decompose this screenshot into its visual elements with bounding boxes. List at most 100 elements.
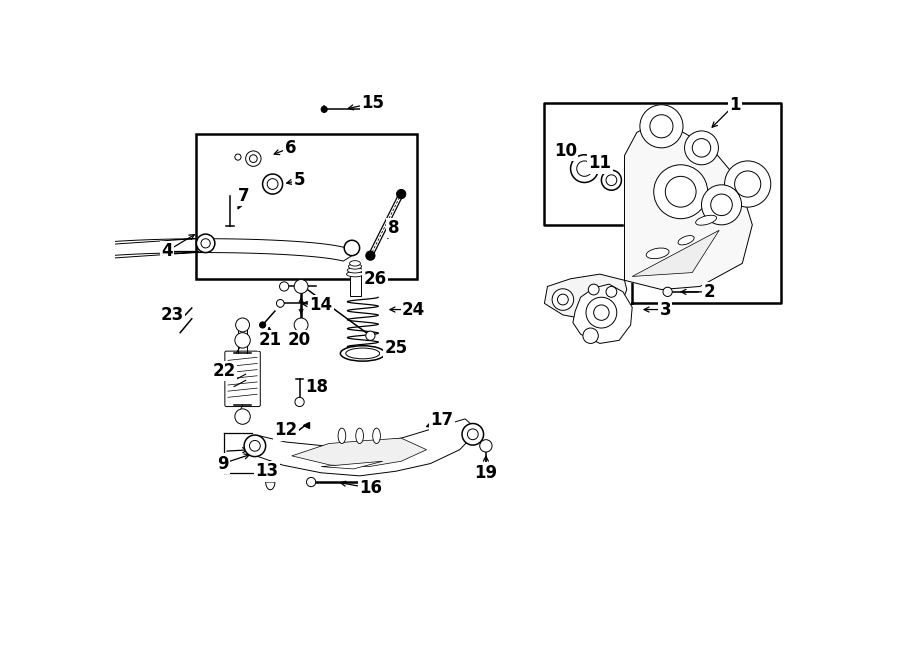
Circle shape (235, 154, 241, 160)
Polygon shape (573, 284, 632, 344)
Text: 14: 14 (310, 296, 333, 314)
Circle shape (606, 286, 616, 297)
Circle shape (196, 234, 215, 253)
Ellipse shape (678, 235, 694, 245)
Circle shape (249, 155, 257, 163)
Text: 2: 2 (704, 283, 715, 301)
Text: 23: 23 (161, 306, 184, 324)
Text: 1: 1 (729, 96, 741, 114)
Ellipse shape (356, 428, 364, 444)
Circle shape (365, 251, 375, 260)
Text: 5: 5 (293, 171, 305, 189)
Circle shape (640, 104, 683, 148)
Circle shape (249, 440, 260, 451)
Polygon shape (68, 238, 352, 261)
Circle shape (606, 175, 616, 186)
Ellipse shape (346, 272, 364, 277)
Text: 4: 4 (161, 242, 173, 260)
Circle shape (583, 328, 599, 344)
Polygon shape (349, 274, 361, 295)
Circle shape (294, 280, 308, 293)
Text: 7: 7 (238, 186, 250, 205)
Ellipse shape (373, 428, 381, 444)
Circle shape (235, 332, 250, 348)
Circle shape (344, 240, 360, 256)
Circle shape (577, 161, 592, 176)
Text: 12: 12 (274, 422, 297, 440)
Circle shape (665, 176, 696, 207)
Text: 13: 13 (256, 462, 279, 481)
Circle shape (295, 397, 304, 407)
Text: 25: 25 (384, 339, 408, 357)
Ellipse shape (349, 260, 360, 266)
Polygon shape (544, 103, 781, 303)
Circle shape (724, 161, 770, 207)
Circle shape (236, 318, 249, 332)
Polygon shape (625, 120, 752, 290)
Text: 18: 18 (305, 377, 328, 395)
Polygon shape (632, 230, 719, 276)
Text: 24: 24 (402, 301, 425, 319)
Text: 22: 22 (212, 362, 236, 380)
Circle shape (294, 318, 308, 332)
Text: 15: 15 (361, 94, 384, 112)
Text: 20: 20 (288, 331, 311, 350)
Text: 19: 19 (474, 464, 498, 482)
Circle shape (280, 282, 289, 291)
Circle shape (594, 305, 609, 321)
Circle shape (663, 288, 672, 297)
Text: 26: 26 (364, 270, 387, 288)
FancyBboxPatch shape (225, 351, 260, 407)
Circle shape (462, 424, 483, 445)
Circle shape (259, 322, 266, 328)
Circle shape (601, 170, 621, 190)
Bar (195, 134, 418, 279)
Text: 9: 9 (217, 455, 229, 473)
Circle shape (201, 239, 211, 248)
Text: 8: 8 (388, 219, 400, 237)
Circle shape (571, 155, 598, 182)
Ellipse shape (347, 268, 363, 273)
Text: 16: 16 (359, 479, 382, 497)
Polygon shape (544, 274, 626, 321)
Polygon shape (266, 482, 274, 490)
Circle shape (711, 194, 733, 215)
Ellipse shape (340, 346, 385, 361)
Circle shape (653, 165, 707, 219)
Text: 21: 21 (258, 331, 282, 350)
Circle shape (685, 131, 718, 165)
Circle shape (650, 115, 673, 138)
Polygon shape (321, 461, 382, 469)
Ellipse shape (696, 215, 716, 225)
Circle shape (734, 171, 760, 197)
Circle shape (701, 185, 742, 225)
Circle shape (307, 477, 316, 486)
Circle shape (276, 299, 284, 307)
Circle shape (365, 331, 375, 340)
Circle shape (467, 429, 478, 440)
Text: 10: 10 (554, 142, 577, 160)
Circle shape (244, 435, 266, 457)
Circle shape (321, 106, 328, 112)
Ellipse shape (646, 248, 669, 258)
Circle shape (267, 178, 278, 190)
Circle shape (589, 284, 599, 295)
Text: 17: 17 (430, 411, 454, 430)
Polygon shape (292, 438, 427, 467)
Ellipse shape (338, 428, 346, 444)
Circle shape (552, 289, 573, 310)
Ellipse shape (346, 348, 380, 359)
Circle shape (263, 174, 283, 194)
Text: 11: 11 (589, 154, 611, 173)
Circle shape (246, 151, 261, 167)
Text: 6: 6 (284, 139, 296, 157)
Circle shape (557, 294, 568, 305)
Polygon shape (249, 419, 478, 476)
Circle shape (586, 297, 616, 328)
Circle shape (235, 409, 250, 424)
Ellipse shape (348, 264, 362, 269)
Circle shape (397, 190, 406, 199)
Text: 3: 3 (660, 301, 671, 319)
Circle shape (480, 440, 492, 452)
Circle shape (692, 139, 711, 157)
